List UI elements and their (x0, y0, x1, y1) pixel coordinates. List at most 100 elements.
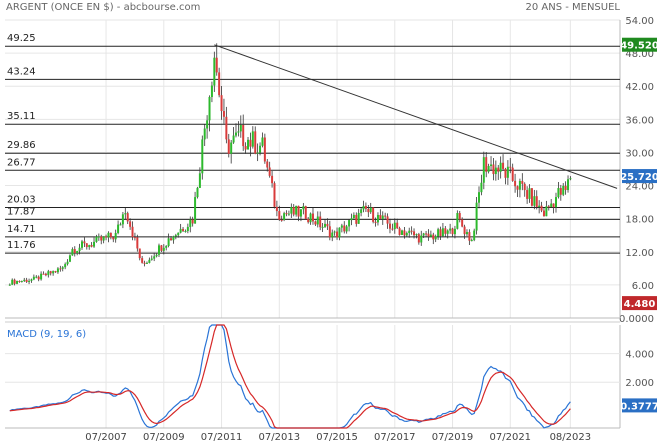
candle-down (516, 186, 519, 190)
candle-up (340, 225, 343, 228)
candle-down (227, 139, 230, 154)
candle-down (275, 206, 278, 212)
candle-up (446, 230, 449, 234)
candle-up (554, 197, 557, 208)
candle-up (506, 166, 509, 178)
candle-up (287, 213, 290, 215)
candle-up (8, 284, 11, 286)
candle-up (453, 228, 456, 235)
macd-tick-label: 2.000 (625, 378, 654, 389)
period-label: 20 ANS - MENSUEL (525, 2, 620, 13)
candle-up (441, 228, 444, 237)
candle-up (47, 271, 50, 276)
candle-up (434, 236, 437, 240)
candle-down (364, 205, 367, 209)
candle-down (222, 111, 225, 117)
candle-down (263, 137, 266, 162)
candle-down (485, 157, 488, 172)
reference-level-label: 43.24 (7, 66, 36, 77)
candle-up (350, 218, 353, 221)
candle-down (425, 233, 428, 235)
candle-down (160, 245, 163, 251)
x-axis: 07/2007 07/2009 07/2011 07/2013 07/2015 07/20… (85, 432, 591, 443)
low-price-badge-bg (622, 296, 657, 311)
price-tick-label: 18.00 (625, 215, 654, 226)
candle-up (569, 178, 572, 180)
candle-up (208, 97, 211, 121)
candle-up (309, 213, 312, 223)
candle-down (396, 222, 399, 229)
candle-up (153, 256, 156, 259)
candle-down (391, 228, 394, 230)
candle-down (502, 162, 505, 169)
last-price-badge-bg (622, 169, 657, 184)
candle-down (530, 188, 533, 206)
candle-up (32, 276, 35, 280)
macd-label: MACD (9, 19, 6) (7, 329, 86, 340)
candle-down (280, 219, 283, 221)
candle-up (324, 223, 327, 227)
price-tick-label: 12.00 (625, 248, 654, 259)
reference-level-label: 35.11 (7, 111, 36, 122)
candle-up (302, 206, 305, 210)
price-tick-label: 6.00 (632, 281, 654, 292)
candle-down (249, 139, 252, 147)
candle-down (497, 167, 500, 172)
candle-down (73, 249, 76, 254)
candle-up (124, 213, 127, 215)
candle-down (343, 225, 346, 232)
candle-down (398, 228, 401, 235)
candle-down (547, 206, 550, 208)
candle-up (470, 240, 473, 242)
candle-up (114, 232, 117, 240)
candle-up (117, 224, 120, 233)
candle-down (278, 211, 281, 220)
candle-down (374, 221, 377, 223)
candle-up (256, 152, 259, 154)
candle-down (458, 213, 461, 220)
last-price-badge: 25.720 (620, 172, 659, 183)
candle-down (314, 221, 317, 225)
candle-down (285, 213, 288, 215)
candle-up (338, 227, 341, 238)
candle-up (119, 224, 122, 226)
x-tick-label: 07/2013 (259, 432, 301, 443)
candle-down (112, 237, 115, 240)
candles (8, 43, 572, 286)
reference-level-label: 17.87 (7, 206, 36, 217)
candle-up (97, 236, 100, 238)
candle-up (538, 205, 541, 208)
candle-down (319, 216, 322, 228)
candle-up (186, 226, 189, 232)
candle-up (88, 245, 91, 248)
candle-down (218, 72, 221, 96)
candle-up (213, 57, 216, 86)
candle-down (564, 185, 567, 191)
price-tick-label: 54.00 (625, 16, 654, 27)
candle-up (352, 214, 355, 219)
candle-down (523, 183, 526, 191)
reference-level-label: 20.03 (7, 194, 36, 205)
candle-down (244, 146, 247, 150)
candle-up (449, 228, 452, 231)
reference-level-label: 49.25 (7, 33, 36, 44)
candle-up (567, 179, 570, 191)
candle-down (468, 232, 471, 241)
candle-down (105, 236, 108, 238)
candle-down (492, 164, 495, 175)
candle-down (83, 241, 86, 244)
candle-down (136, 237, 139, 249)
candle-up (393, 222, 396, 230)
x-tick-label: 08/2023 (550, 432, 592, 443)
candle-up (518, 180, 521, 190)
candle-down (254, 131, 257, 154)
candle-up (376, 214, 379, 223)
candle-down (413, 231, 416, 236)
candle-up (422, 233, 425, 236)
candle-up (283, 213, 286, 221)
candle-up (550, 203, 553, 208)
candle-up (362, 205, 365, 210)
candle-up (61, 267, 64, 269)
candle-down (336, 231, 339, 238)
